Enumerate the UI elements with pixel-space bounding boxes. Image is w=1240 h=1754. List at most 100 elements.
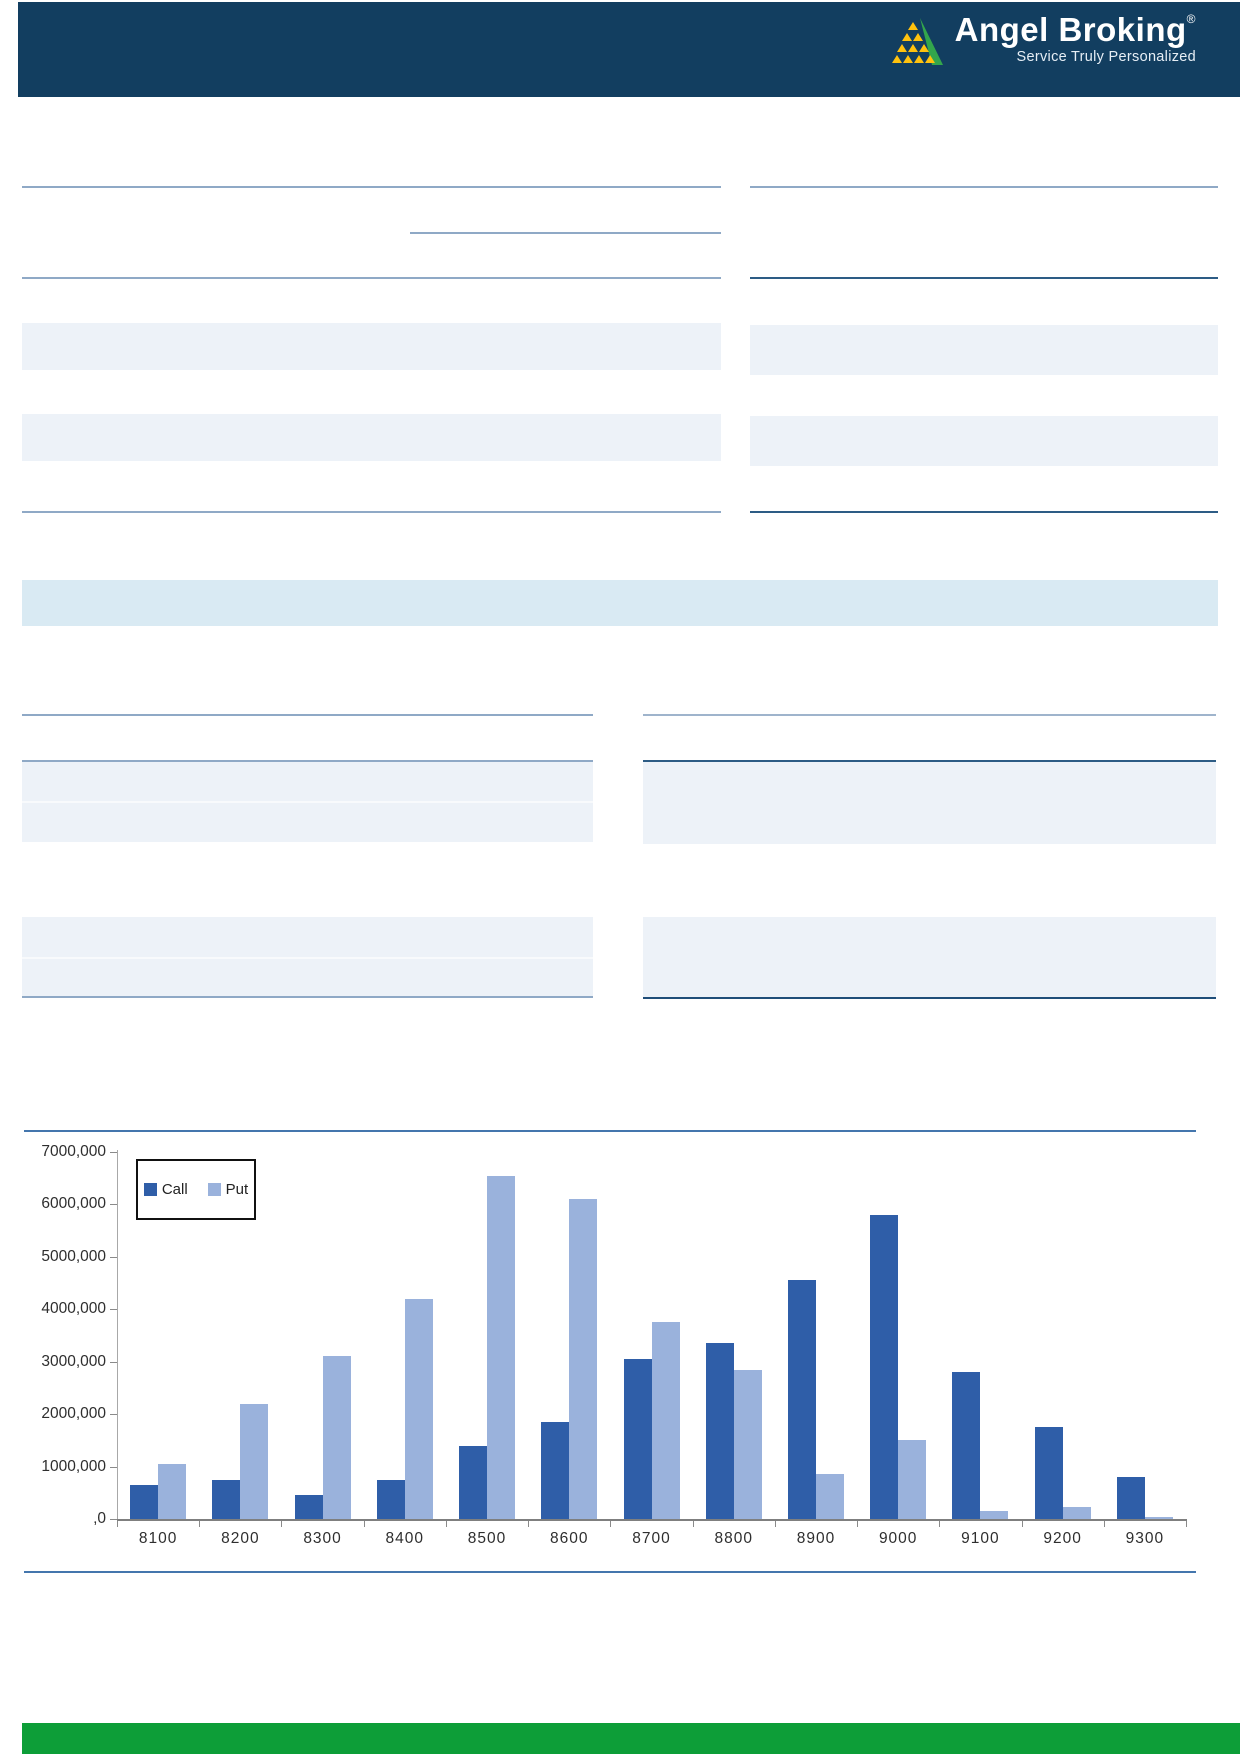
mid-left-table-stripe-block-2 — [22, 917, 593, 996]
bar-put-8200 — [240, 1404, 269, 1519]
x-axis-tick — [693, 1521, 694, 1527]
brand-name: Angel Broking® — [954, 11, 1196, 48]
y-axis-label: 5000,000 — [41, 1247, 106, 1265]
x-axis-tick — [1104, 1521, 1105, 1527]
x-axis-label: 9200 — [1043, 1530, 1082, 1547]
bar-call-9100 — [952, 1372, 981, 1519]
bar-call-8900 — [787, 1280, 816, 1519]
top-right-table-stripe-row-1 — [750, 325, 1218, 375]
y-axis-tick — [110, 1256, 117, 1258]
bar-call-9200 — [1034, 1427, 1063, 1519]
row-divider — [22, 957, 593, 959]
x-axis-line — [117, 1519, 1187, 1521]
y-axis-label: 4000,000 — [41, 1300, 106, 1318]
brand-name-text: Angel Broking — [954, 11, 1187, 48]
bar-put-9200 — [1062, 1507, 1091, 1519]
legend-item-call: Call — [143, 1181, 188, 1198]
bar-put-9100 — [980, 1511, 1009, 1519]
top-left-table-stripe-row-2 — [22, 414, 721, 461]
x-axis-tick — [1186, 1521, 1187, 1527]
x-axis-label: 8200 — [221, 1530, 260, 1547]
bar-put-8600 — [569, 1199, 598, 1519]
header-bar: Angel Broking® Service Truly Personalize… — [18, 2, 1240, 97]
chart-section-rule-top — [24, 1130, 1196, 1132]
legend-swatch-put — [207, 1183, 221, 1196]
y-axis-line — [117, 1150, 118, 1520]
y-axis-tick — [110, 1204, 117, 1206]
mid-left-table-rule-top — [22, 714, 593, 716]
top-right-table-rule-bottom — [750, 511, 1218, 513]
angel-broking-triangle-icon — [891, 18, 943, 65]
top-left-table-rule-short — [410, 232, 721, 234]
x-axis-label: 8500 — [467, 1530, 507, 1547]
top-right-table-stripe-row-2 — [750, 416, 1218, 466]
brand-logo: Angel Broking® Service Truly Personalize… — [889, 11, 1196, 68]
x-axis-label: 8300 — [303, 1530, 342, 1547]
bar-put-9300 — [1144, 1517, 1173, 1519]
chart-legend: Call Put — [136, 1159, 256, 1220]
mid-left-table-stripe-block-1 — [22, 762, 593, 842]
top-left-table-stripe-row-1 — [22, 323, 721, 370]
section-header-band — [22, 580, 1218, 626]
brand-text-block: Angel Broking® Service Truly Personalize… — [954, 11, 1196, 66]
brand-tagline: Service Truly Personalized — [1016, 49, 1196, 66]
bar-call-8200 — [212, 1480, 241, 1519]
y-axis-tick — [110, 1152, 117, 1153]
y-axis-tick — [110, 1414, 117, 1416]
legend-item-put: Put — [207, 1181, 249, 1198]
registered-mark: ® — [1186, 12, 1196, 26]
x-axis-tick — [528, 1521, 529, 1527]
open-interest-bar-chart: 7000,000 6000,000 5000,000 4000,000 3000,000… — [0, 1130, 1240, 1572]
mid-right-table-stripe-block-1 — [643, 762, 1216, 844]
y-axis-tick — [110, 1466, 117, 1468]
x-axis-tick — [610, 1521, 611, 1527]
x-axis-label: 8400 — [385, 1530, 425, 1547]
bar-call-8600 — [541, 1422, 570, 1519]
legend-swatch-call — [143, 1183, 157, 1196]
y-axis-tick — [110, 1361, 117, 1363]
mid-right-table-rule-top — [643, 714, 1216, 716]
x-axis-tick — [446, 1521, 447, 1527]
chart-section-rule-bottom — [24, 1571, 1196, 1573]
bar-call-8400 — [376, 1480, 405, 1519]
x-axis-label: 9000 — [878, 1530, 918, 1547]
y-axis-label: 2000,000 — [41, 1405, 106, 1423]
x-axis-label: 8800 — [714, 1530, 753, 1547]
bar-put-8500 — [487, 1176, 516, 1519]
x-axis-label: 9100 — [961, 1530, 1000, 1547]
mid-right-table-stripe-block-2 — [643, 917, 1216, 997]
bar-put-8400 — [404, 1299, 433, 1519]
bar-put-9000 — [898, 1440, 927, 1519]
bar-call-8700 — [623, 1359, 652, 1519]
x-axis-tick — [364, 1521, 365, 1527]
footer-bar — [22, 1723, 1240, 1754]
bar-put-8300 — [322, 1356, 351, 1519]
mid-left-table-rule-bottom — [22, 996, 593, 998]
x-axis-tick — [1022, 1521, 1023, 1527]
bar-call-8100 — [130, 1485, 159, 1519]
x-axis-label: 9300 — [1125, 1530, 1165, 1547]
bar-put-8700 — [651, 1322, 680, 1519]
legend-label-call: Call — [161, 1181, 188, 1198]
legend-label-put: Put — [225, 1181, 249, 1198]
x-axis-tick — [199, 1521, 200, 1527]
row-divider — [22, 801, 593, 803]
y-axis-tick — [110, 1519, 117, 1520]
top-left-table-rule-bottom — [22, 511, 721, 513]
mid-right-table-rule-header — [643, 760, 1216, 762]
y-axis-label: 7000,000 — [41, 1143, 106, 1160]
x-axis-tick — [939, 1521, 940, 1527]
bar-call-8500 — [459, 1446, 488, 1519]
x-axis-tick — [281, 1521, 282, 1527]
bar-put-8800 — [733, 1370, 762, 1519]
bar-call-9000 — [870, 1215, 899, 1519]
x-axis-label: 8900 — [796, 1530, 836, 1547]
bar-put-8900 — [815, 1474, 844, 1519]
bar-put-8100 — [158, 1464, 187, 1519]
mid-left-table-rule-header — [22, 760, 593, 762]
bar-call-9300 — [1116, 1477, 1145, 1519]
top-left-table-rule-header — [22, 277, 721, 279]
y-axis-label: 6000,000 — [41, 1195, 106, 1213]
bar-call-8300 — [294, 1495, 323, 1519]
x-axis-label: 8100 — [138, 1530, 178, 1547]
